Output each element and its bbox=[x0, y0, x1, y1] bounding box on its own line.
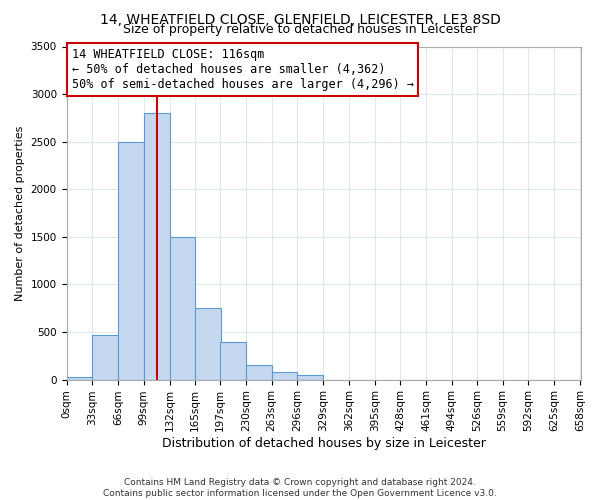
Y-axis label: Number of detached properties: Number of detached properties bbox=[15, 126, 25, 300]
Bar bbox=[272, 372, 298, 380]
Bar bbox=[92, 335, 118, 380]
Bar bbox=[170, 237, 195, 380]
Bar bbox=[298, 375, 323, 380]
X-axis label: Distribution of detached houses by size in Leicester: Distribution of detached houses by size … bbox=[162, 437, 486, 450]
Bar bbox=[195, 308, 221, 380]
Text: Contains HM Land Registry data © Crown copyright and database right 2024.
Contai: Contains HM Land Registry data © Crown c… bbox=[103, 478, 497, 498]
Text: Size of property relative to detached houses in Leicester: Size of property relative to detached ho… bbox=[122, 22, 478, 36]
Bar bbox=[67, 377, 92, 380]
Bar bbox=[118, 142, 144, 380]
Bar bbox=[144, 113, 170, 380]
Bar bbox=[220, 342, 246, 380]
Text: 14, WHEATFIELD CLOSE, GLENFIELD, LEICESTER, LE3 8SD: 14, WHEATFIELD CLOSE, GLENFIELD, LEICEST… bbox=[100, 12, 500, 26]
Bar bbox=[246, 366, 272, 380]
Text: 14 WHEATFIELD CLOSE: 116sqm
← 50% of detached houses are smaller (4,362)
50% of : 14 WHEATFIELD CLOSE: 116sqm ← 50% of det… bbox=[71, 48, 413, 91]
